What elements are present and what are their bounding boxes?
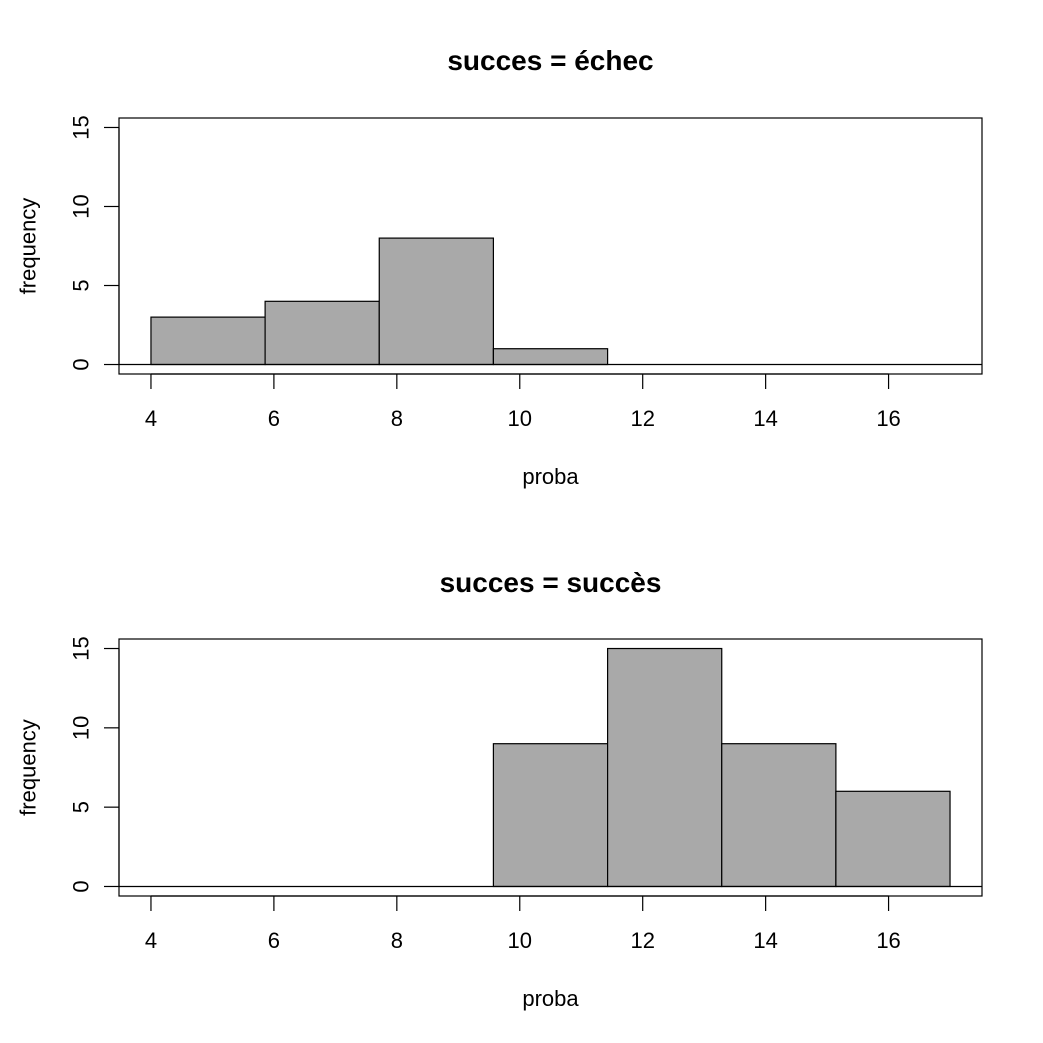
- x-tick-label: 4: [145, 928, 157, 953]
- y-tick-label: 0: [69, 880, 94, 892]
- y-tick-label: 15: [69, 636, 94, 660]
- histogram-bar: [492, 348, 609, 366]
- histogram-bars: [150, 237, 609, 366]
- chart-panel-1: succes = échec 4 6 8 10 12 14 16 0 5 10 15 proba freq…: [16, 45, 983, 489]
- x-tick-label: 6: [268, 928, 280, 953]
- x-tick-label: 4: [145, 406, 157, 431]
- x-tick-label: 16: [876, 928, 900, 953]
- y-axis: 0 5 10 15: [69, 115, 120, 371]
- y-tick-label: 5: [69, 801, 94, 813]
- x-tick-label: 10: [508, 406, 532, 431]
- histogram-bar: [264, 300, 380, 366]
- chart-title: succes = échec: [447, 45, 653, 76]
- histogram-bar: [378, 237, 494, 366]
- y-axis: 0 5 10 15: [69, 636, 120, 893]
- y-tick-label: 10: [69, 194, 94, 218]
- x-tick-label: 12: [630, 406, 654, 431]
- x-tick-label: 6: [268, 406, 280, 431]
- x-tick-label: 14: [753, 406, 777, 431]
- y-tick-label: 0: [69, 358, 94, 370]
- chart-panel-2: succes = succès 4 6 8 10 12 14 16 0 5 10 15 proba fre…: [16, 567, 983, 1011]
- x-axis: 4 6 8 10 12 14 16: [145, 373, 901, 431]
- histogram-bar: [835, 790, 951, 888]
- y-axis-label: frequency: [16, 719, 41, 816]
- histogram-bar: [607, 647, 723, 888]
- y-tick-label: 5: [69, 279, 94, 291]
- x-tick-label: 12: [630, 928, 654, 953]
- x-tick-label: 8: [391, 928, 403, 953]
- x-tick-label: 14: [753, 928, 777, 953]
- y-axis-label: frequency: [16, 198, 41, 295]
- x-tick-label: 16: [876, 406, 900, 431]
- chart-title: succes = succès: [440, 567, 662, 598]
- histogram-bars: [492, 647, 951, 888]
- x-tick-label: 10: [508, 928, 532, 953]
- x-axis-label: proba: [522, 986, 579, 1011]
- x-axis-label: proba: [522, 464, 579, 489]
- histogram-bar: [492, 743, 609, 888]
- x-tick-label: 8: [391, 406, 403, 431]
- histogram-bar: [150, 316, 266, 366]
- x-axis: 4 6 8 10 12 14 16: [145, 895, 901, 953]
- histogram-bar: [721, 743, 837, 888]
- y-tick-label: 15: [69, 115, 94, 139]
- y-tick-label: 10: [69, 716, 94, 740]
